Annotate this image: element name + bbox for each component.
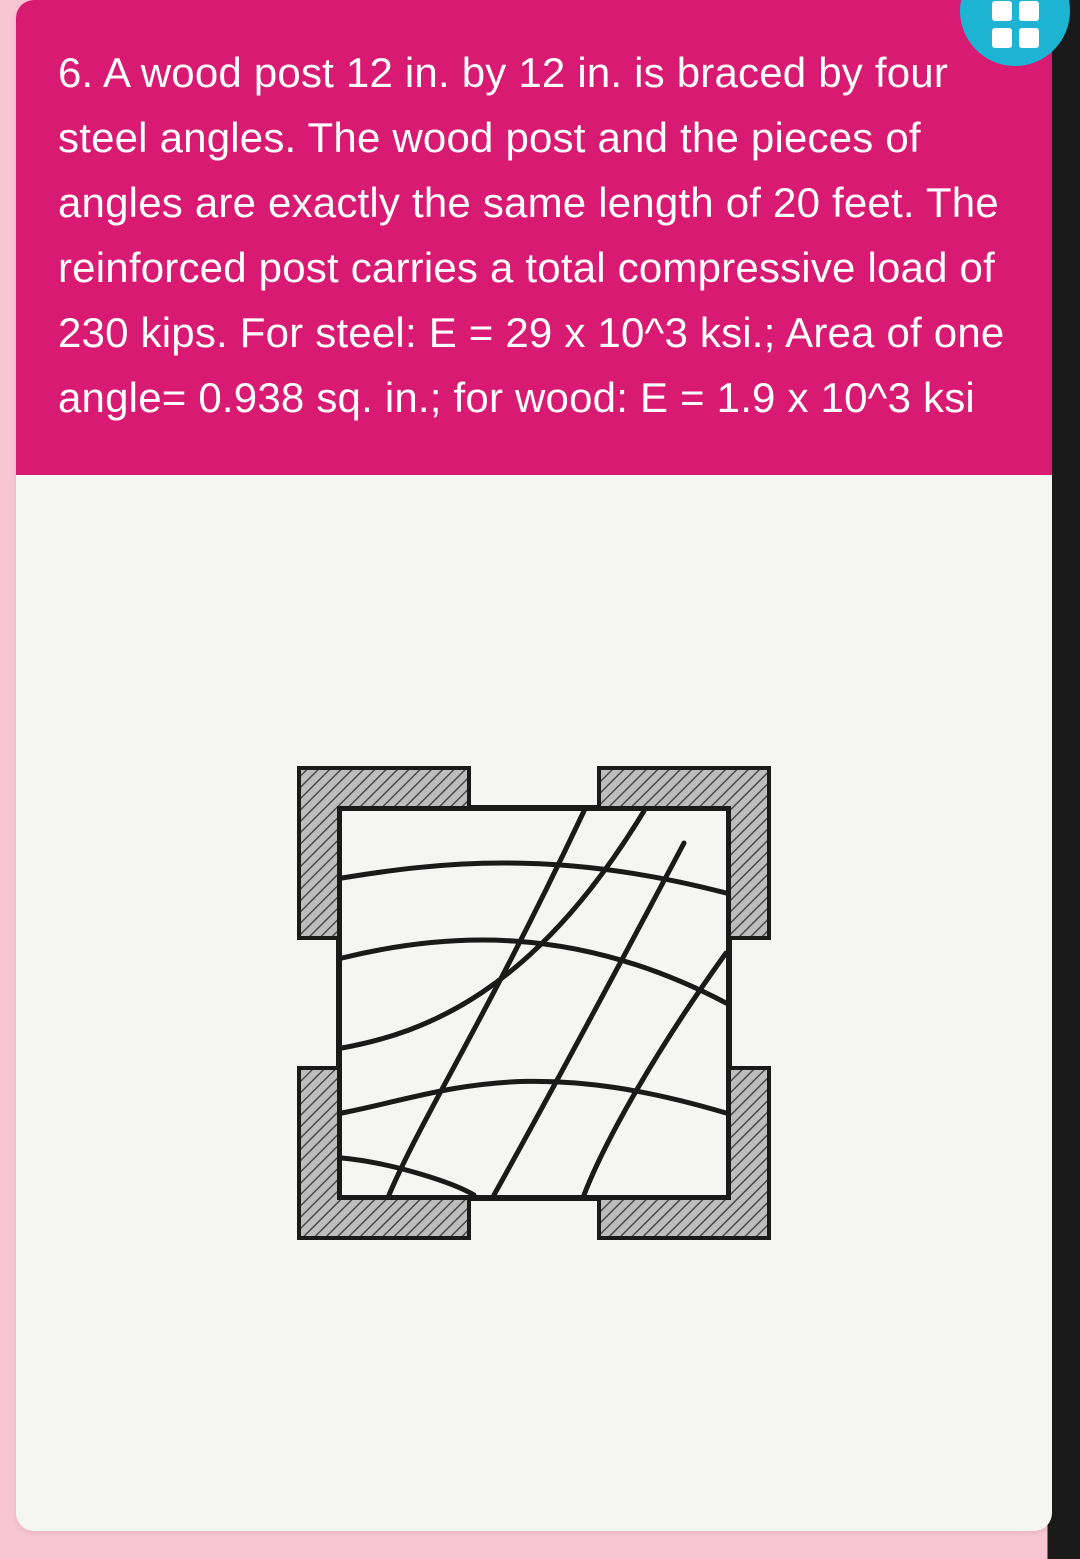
- problem-statement: 6. A wood post 12 in. by 12 in. is brace…: [16, 0, 1052, 475]
- cross-section-diagram: [224, 693, 844, 1313]
- screen-frame: 6. A wood post 12 in. by 12 in. is brace…: [0, 0, 1080, 1559]
- problem-text: A wood post 12 in. by 12 in. is braced b…: [58, 49, 1004, 421]
- apps-icon: [992, 1, 1039, 48]
- figure-panel: [16, 475, 1052, 1531]
- problem-number: 6.: [58, 49, 93, 96]
- problem-card: 6. A wood post 12 in. by 12 in. is brace…: [16, 0, 1052, 1531]
